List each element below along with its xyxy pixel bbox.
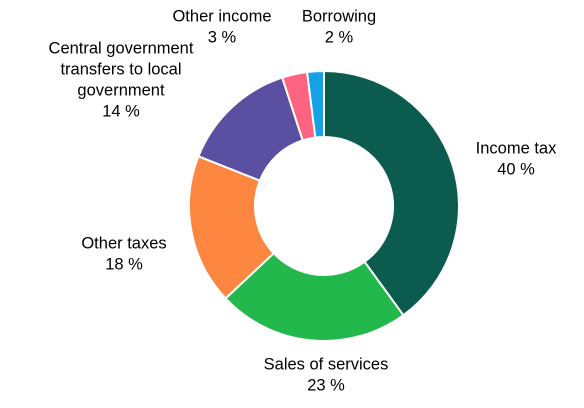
slice-label-3: Other taxes 18 % — [81, 235, 166, 274]
slice-name-line: Sales of services — [264, 356, 389, 374]
slice-name-line: government — [77, 82, 165, 100]
slice-value-label: 3 % — [208, 29, 237, 47]
slice-label-5: Other income 3 % — [172, 8, 271, 47]
slice-label-6: Borrowing 2 % — [302, 8, 376, 47]
slices-group — [188, 69, 460, 342]
slice-name-line: Borrowing — [302, 8, 376, 26]
slice-name-line: Income tax — [476, 140, 557, 158]
slice-label-4: Central government transfers to local gove… — [49, 40, 194, 121]
slice-label-1: Income tax 40 % — [476, 140, 557, 179]
slice-6 — [305, 69, 325, 139]
slice-value-label: 40 % — [497, 161, 535, 179]
labels-group: Income tax 40 % Sales of services 23 % Other… — [49, 8, 558, 395]
slice-2 — [224, 251, 405, 342]
slice-name-line: Other income — [172, 8, 271, 26]
slice-value-label: 2 % — [325, 29, 354, 47]
slice-value-label: 14 % — [102, 103, 140, 121]
slice-value-label: 23 % — [307, 377, 345, 395]
slice-name-line: transfers to local — [60, 61, 181, 79]
slice-value-label: 18 % — [105, 256, 143, 274]
slice-label-2: Sales of services 23 % — [264, 356, 389, 395]
slice-name-line: Other taxes — [81, 235, 166, 253]
slice-1 — [323, 69, 460, 317]
slice-name-line: Central government — [49, 40, 194, 58]
